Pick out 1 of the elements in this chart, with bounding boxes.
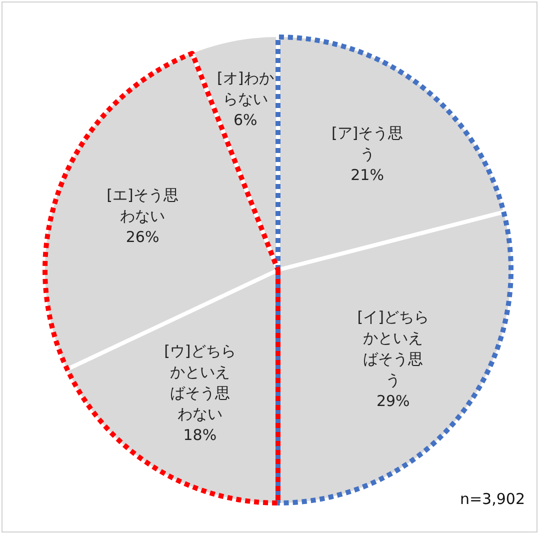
text: n=3,902 <box>460 490 525 508</box>
